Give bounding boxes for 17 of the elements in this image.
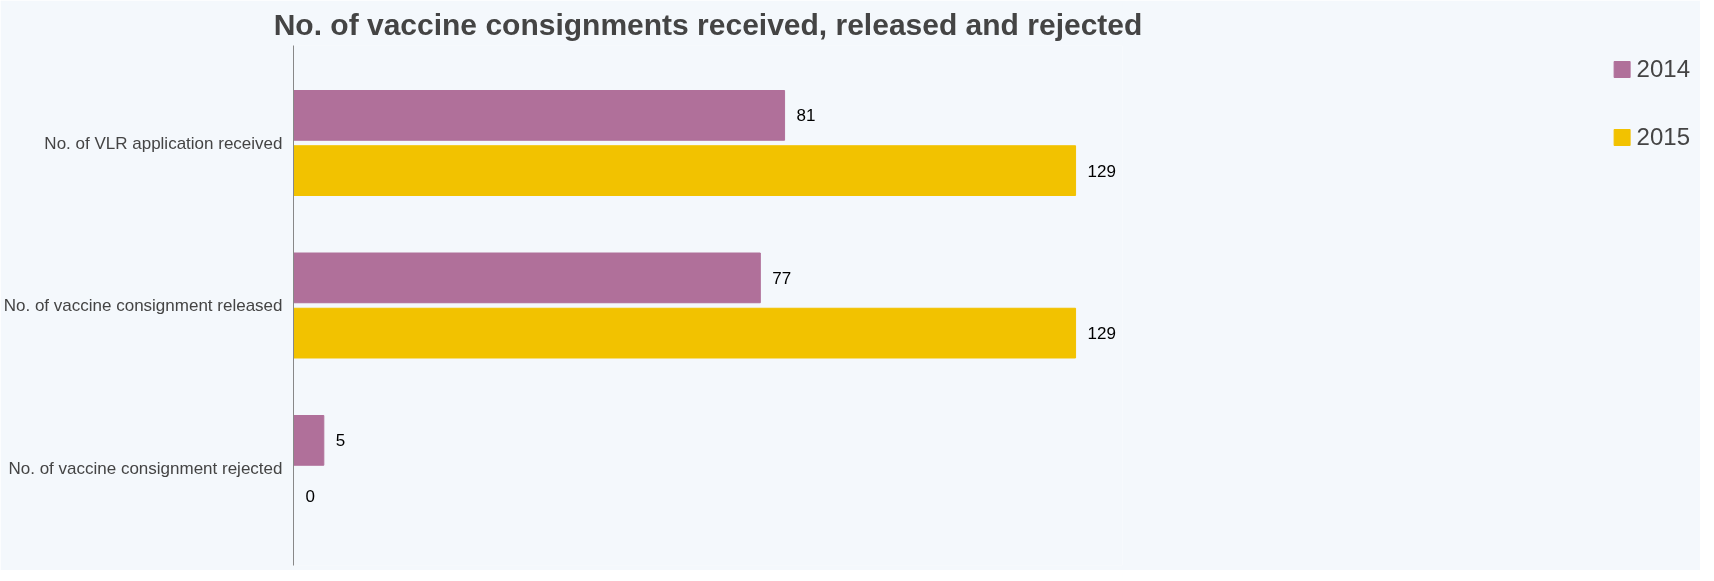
bar bbox=[293, 90, 786, 141]
bar bbox=[293, 307, 1077, 359]
data-label: 129 bbox=[1087, 324, 1116, 344]
data-label: 81 bbox=[796, 106, 816, 126]
data-label: 5 bbox=[335, 431, 346, 451]
chart-title: No. of vaccine consignments received, released and rejected bbox=[273, 7, 1143, 41]
y-tick-label: No. of VLR application received bbox=[44, 133, 283, 153]
bar bbox=[293, 145, 1077, 196]
legend-label: 2014 bbox=[1636, 55, 1690, 83]
data-label: 0 bbox=[305, 486, 315, 506]
bar bbox=[293, 415, 325, 466]
y-tick-label: No. of vaccine consignment rejected bbox=[8, 458, 283, 478]
data-label: 77 bbox=[772, 268, 792, 288]
bar bbox=[293, 252, 761, 304]
data-label: 129 bbox=[1087, 161, 1116, 181]
y-tick-label: No. of vaccine consignment released bbox=[3, 296, 283, 315]
legend-label: 2015 bbox=[1636, 123, 1690, 151]
